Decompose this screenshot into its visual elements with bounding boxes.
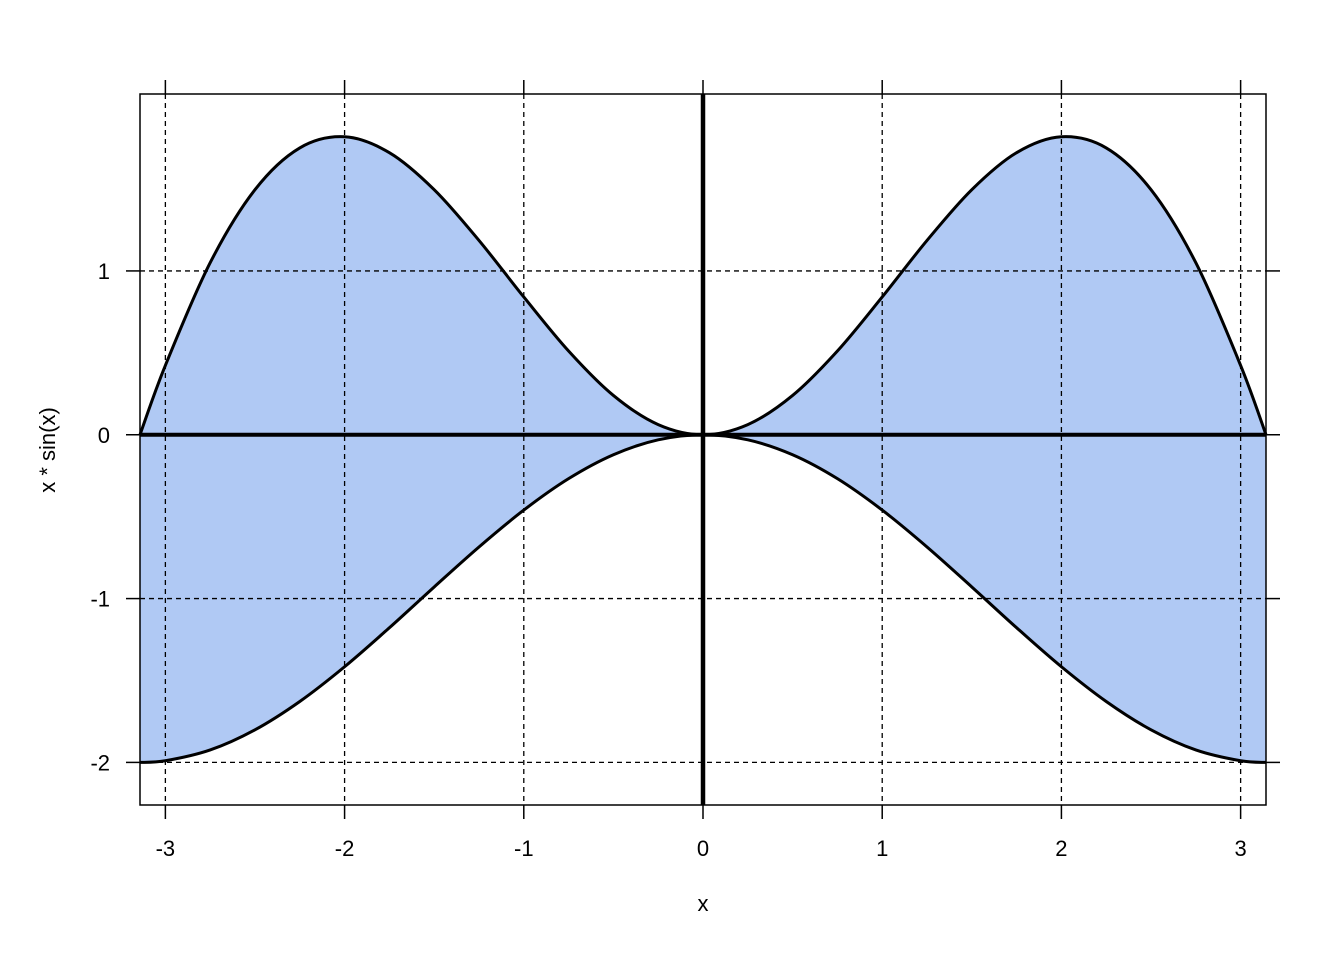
- x-tick-label: -1: [514, 836, 534, 861]
- x-tick-labels: -3 -2 -1 0 1 2 3: [156, 836, 1247, 861]
- x-tick-label: 1: [876, 836, 888, 861]
- y-tick-label: 0: [98, 423, 110, 448]
- y-tick-labels: -2 -1 0 1: [90, 259, 110, 775]
- x-axis-label: x: [698, 891, 709, 916]
- x-tick-label: 2: [1055, 836, 1067, 861]
- curves: [138, 135, 1268, 764]
- x-tick-label: -2: [335, 836, 355, 861]
- fill-area: [140, 136, 1266, 763]
- x-tick-label: 0: [697, 836, 709, 861]
- y-axis-label: x * sin(x): [35, 407, 60, 493]
- x-tick-label: 3: [1234, 836, 1246, 861]
- axis-ticks: [126, 80, 1280, 819]
- y-tick-label: -1: [90, 587, 110, 612]
- fill-between-curves: [140, 136, 1266, 763]
- y-tick-label: -2: [90, 750, 110, 775]
- series-line-2: [139, 433, 1267, 764]
- y-tick-label: 1: [98, 259, 110, 284]
- x-tick-label: -3: [156, 836, 176, 861]
